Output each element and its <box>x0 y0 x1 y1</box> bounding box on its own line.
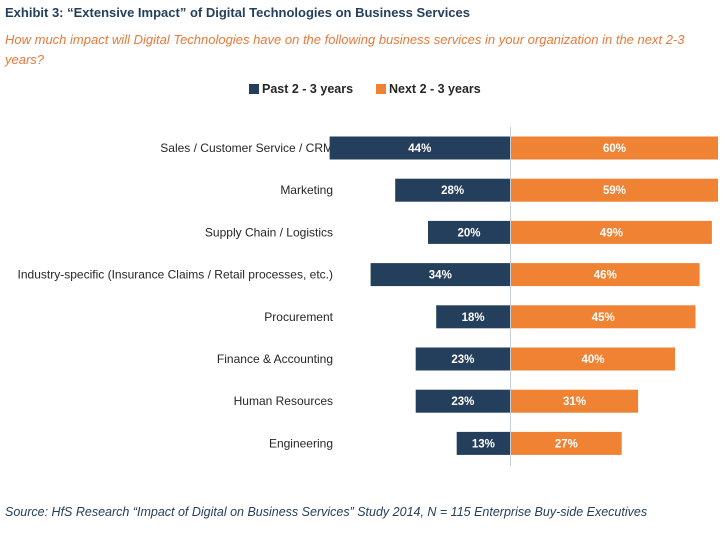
bar-past <box>415 347 510 371</box>
bar-next <box>511 178 718 202</box>
bar-next <box>511 347 675 371</box>
bar-past <box>436 305 510 329</box>
data-label-next: 59% <box>603 185 626 197</box>
bar-past <box>329 136 510 160</box>
bar-next <box>511 220 712 244</box>
legend-swatch-next <box>376 84 386 94</box>
data-label-past: 20% <box>457 227 480 239</box>
data-label-next: 31% <box>563 396 586 408</box>
data-label-past: 13% <box>472 438 495 450</box>
chart-subtitle: How much impact will Digital Technologie… <box>5 32 685 67</box>
bar-next <box>511 431 622 455</box>
data-label-next: 60% <box>603 143 626 155</box>
bar-next <box>511 263 700 287</box>
legend-item-next: Next 2 - 3 years <box>376 82 481 96</box>
bar-past <box>428 220 510 244</box>
legend-label-past: Past 2 - 3 years <box>262 82 354 96</box>
data-label-past: 34% <box>429 270 452 282</box>
category-label: Supply Chain / Logistics <box>205 225 333 239</box>
bar-past <box>456 431 510 455</box>
bar-past <box>395 178 510 202</box>
legend-label-next: Next 2 - 3 years <box>389 82 481 96</box>
data-label-next: 45% <box>592 312 615 324</box>
data-label-next: 49% <box>600 227 623 239</box>
data-label-next: 27% <box>555 438 578 450</box>
data-label-next: 40% <box>581 354 604 366</box>
category-label: Industry-specific (Insurance Claims / Re… <box>18 268 333 282</box>
data-label-past: 18% <box>462 312 485 324</box>
bar-next <box>511 305 696 329</box>
data-label-past: 44% <box>408 143 431 155</box>
bar-next <box>511 136 718 160</box>
category-label: Finance & Accounting <box>217 352 333 366</box>
category-label: Marketing <box>280 183 333 197</box>
category-label: Human Resources <box>234 394 333 408</box>
bar-next <box>511 389 639 413</box>
category-label: Engineering <box>269 436 333 450</box>
data-label-next: 46% <box>594 270 617 282</box>
legend: Past 2 - 3 years Next 2 - 3 years <box>0 82 725 98</box>
legend-swatch-past <box>249 84 259 94</box>
chart-title: Exhibit 3: “Extensive Impact” of Digital… <box>5 5 470 20</box>
source-note: Source: HfS Research “Impact of Digital … <box>5 505 648 519</box>
category-label: Sales / Customer Service / CRM <box>160 141 333 155</box>
category-label: Procurement <box>264 310 333 324</box>
data-label-past: 28% <box>441 185 464 197</box>
data-label-past: 23% <box>451 396 474 408</box>
bar-past <box>370 263 510 287</box>
legend-item-past: Past 2 - 3 years <box>249 82 353 96</box>
bar-past <box>415 389 510 413</box>
data-label-past: 23% <box>451 354 474 366</box>
